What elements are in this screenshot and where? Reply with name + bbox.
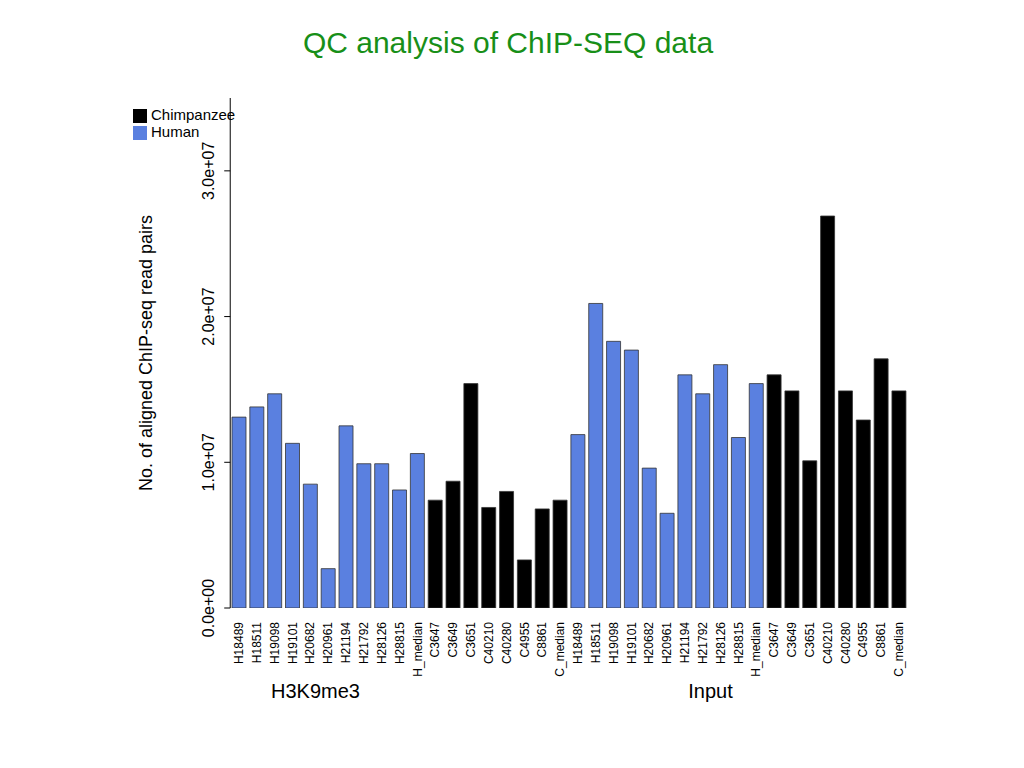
svg-text:C3649: C3649 bbox=[785, 622, 799, 658]
svg-text:C3651: C3651 bbox=[803, 622, 817, 658]
html-text:Chimpanzee: Chimpanzee bbox=[151, 106, 236, 123]
svg-text:C4955: C4955 bbox=[518, 622, 532, 658]
svg-text:H18511: H18511 bbox=[250, 622, 264, 663]
svg-text:H_median: H_median bbox=[749, 622, 763, 677]
svg-text:H19098: H19098 bbox=[607, 622, 621, 664]
svg-text:H21792: H21792 bbox=[357, 622, 371, 664]
svg-text:C_median: C_median bbox=[553, 622, 567, 677]
svg-text:C40280: C40280 bbox=[500, 622, 514, 664]
svg-text:C3647: C3647 bbox=[767, 622, 781, 658]
svg-text:1.0e+07: 1.0e+07 bbox=[200, 433, 217, 491]
svg-text:C8861: C8861 bbox=[874, 622, 888, 658]
svg-text:H19101: H19101 bbox=[286, 622, 300, 664]
svg-text:H28126: H28126 bbox=[375, 622, 389, 664]
svg-text:H_median: H_median bbox=[411, 622, 425, 677]
svg-text:H28126: H28126 bbox=[714, 622, 728, 664]
svg-text:C40210: C40210 bbox=[821, 622, 835, 664]
svg-text:No. of aligned ChIP-seq read p: No. of aligned ChIP-seq read pairs bbox=[136, 215, 156, 491]
html-text:Input: Input bbox=[688, 680, 733, 702]
svg-text:H20961: H20961 bbox=[321, 622, 335, 664]
svg-text:C3651: C3651 bbox=[464, 622, 478, 658]
svg-text:H20682: H20682 bbox=[642, 622, 656, 664]
svg-text:H19098: H19098 bbox=[268, 622, 282, 664]
html-text:H3K9me3: H3K9me3 bbox=[271, 680, 360, 702]
svg-text:C_median: C_median bbox=[892, 622, 906, 677]
svg-text:3.0e+07: 3.0e+07 bbox=[200, 142, 217, 200]
svg-text:H21792: H21792 bbox=[696, 622, 710, 664]
html-text:Human: Human bbox=[151, 123, 200, 140]
html-text:QC analysis of ChIP-SEQ data: QC analysis of ChIP-SEQ data bbox=[302, 26, 714, 59]
svg-text:H28815: H28815 bbox=[393, 622, 407, 664]
svg-text:H20961: H20961 bbox=[660, 622, 674, 664]
svg-text:C40210: C40210 bbox=[482, 622, 496, 664]
svg-text:H18511: H18511 bbox=[589, 622, 603, 663]
svg-text:H21194: H21194 bbox=[678, 622, 692, 663]
svg-text:H18489: H18489 bbox=[232, 622, 246, 664]
svg-text:C4955: C4955 bbox=[856, 622, 870, 658]
svg-text:H19101: H19101 bbox=[625, 622, 639, 664]
svg-text:C3647: C3647 bbox=[428, 622, 442, 658]
svg-text:0.0e+00: 0.0e+00 bbox=[200, 579, 217, 637]
svg-text:C8861: C8861 bbox=[535, 622, 549, 658]
svg-text:H20682: H20682 bbox=[303, 622, 317, 664]
svg-text:H21194: H21194 bbox=[339, 622, 353, 663]
svg-text:2.0e+07: 2.0e+07 bbox=[200, 287, 217, 345]
svg-text:C40280: C40280 bbox=[839, 622, 853, 664]
svg-text:H18489: H18489 bbox=[571, 622, 585, 664]
svg-text:H28815: H28815 bbox=[732, 622, 746, 664]
svg-text:C3649: C3649 bbox=[446, 622, 460, 658]
